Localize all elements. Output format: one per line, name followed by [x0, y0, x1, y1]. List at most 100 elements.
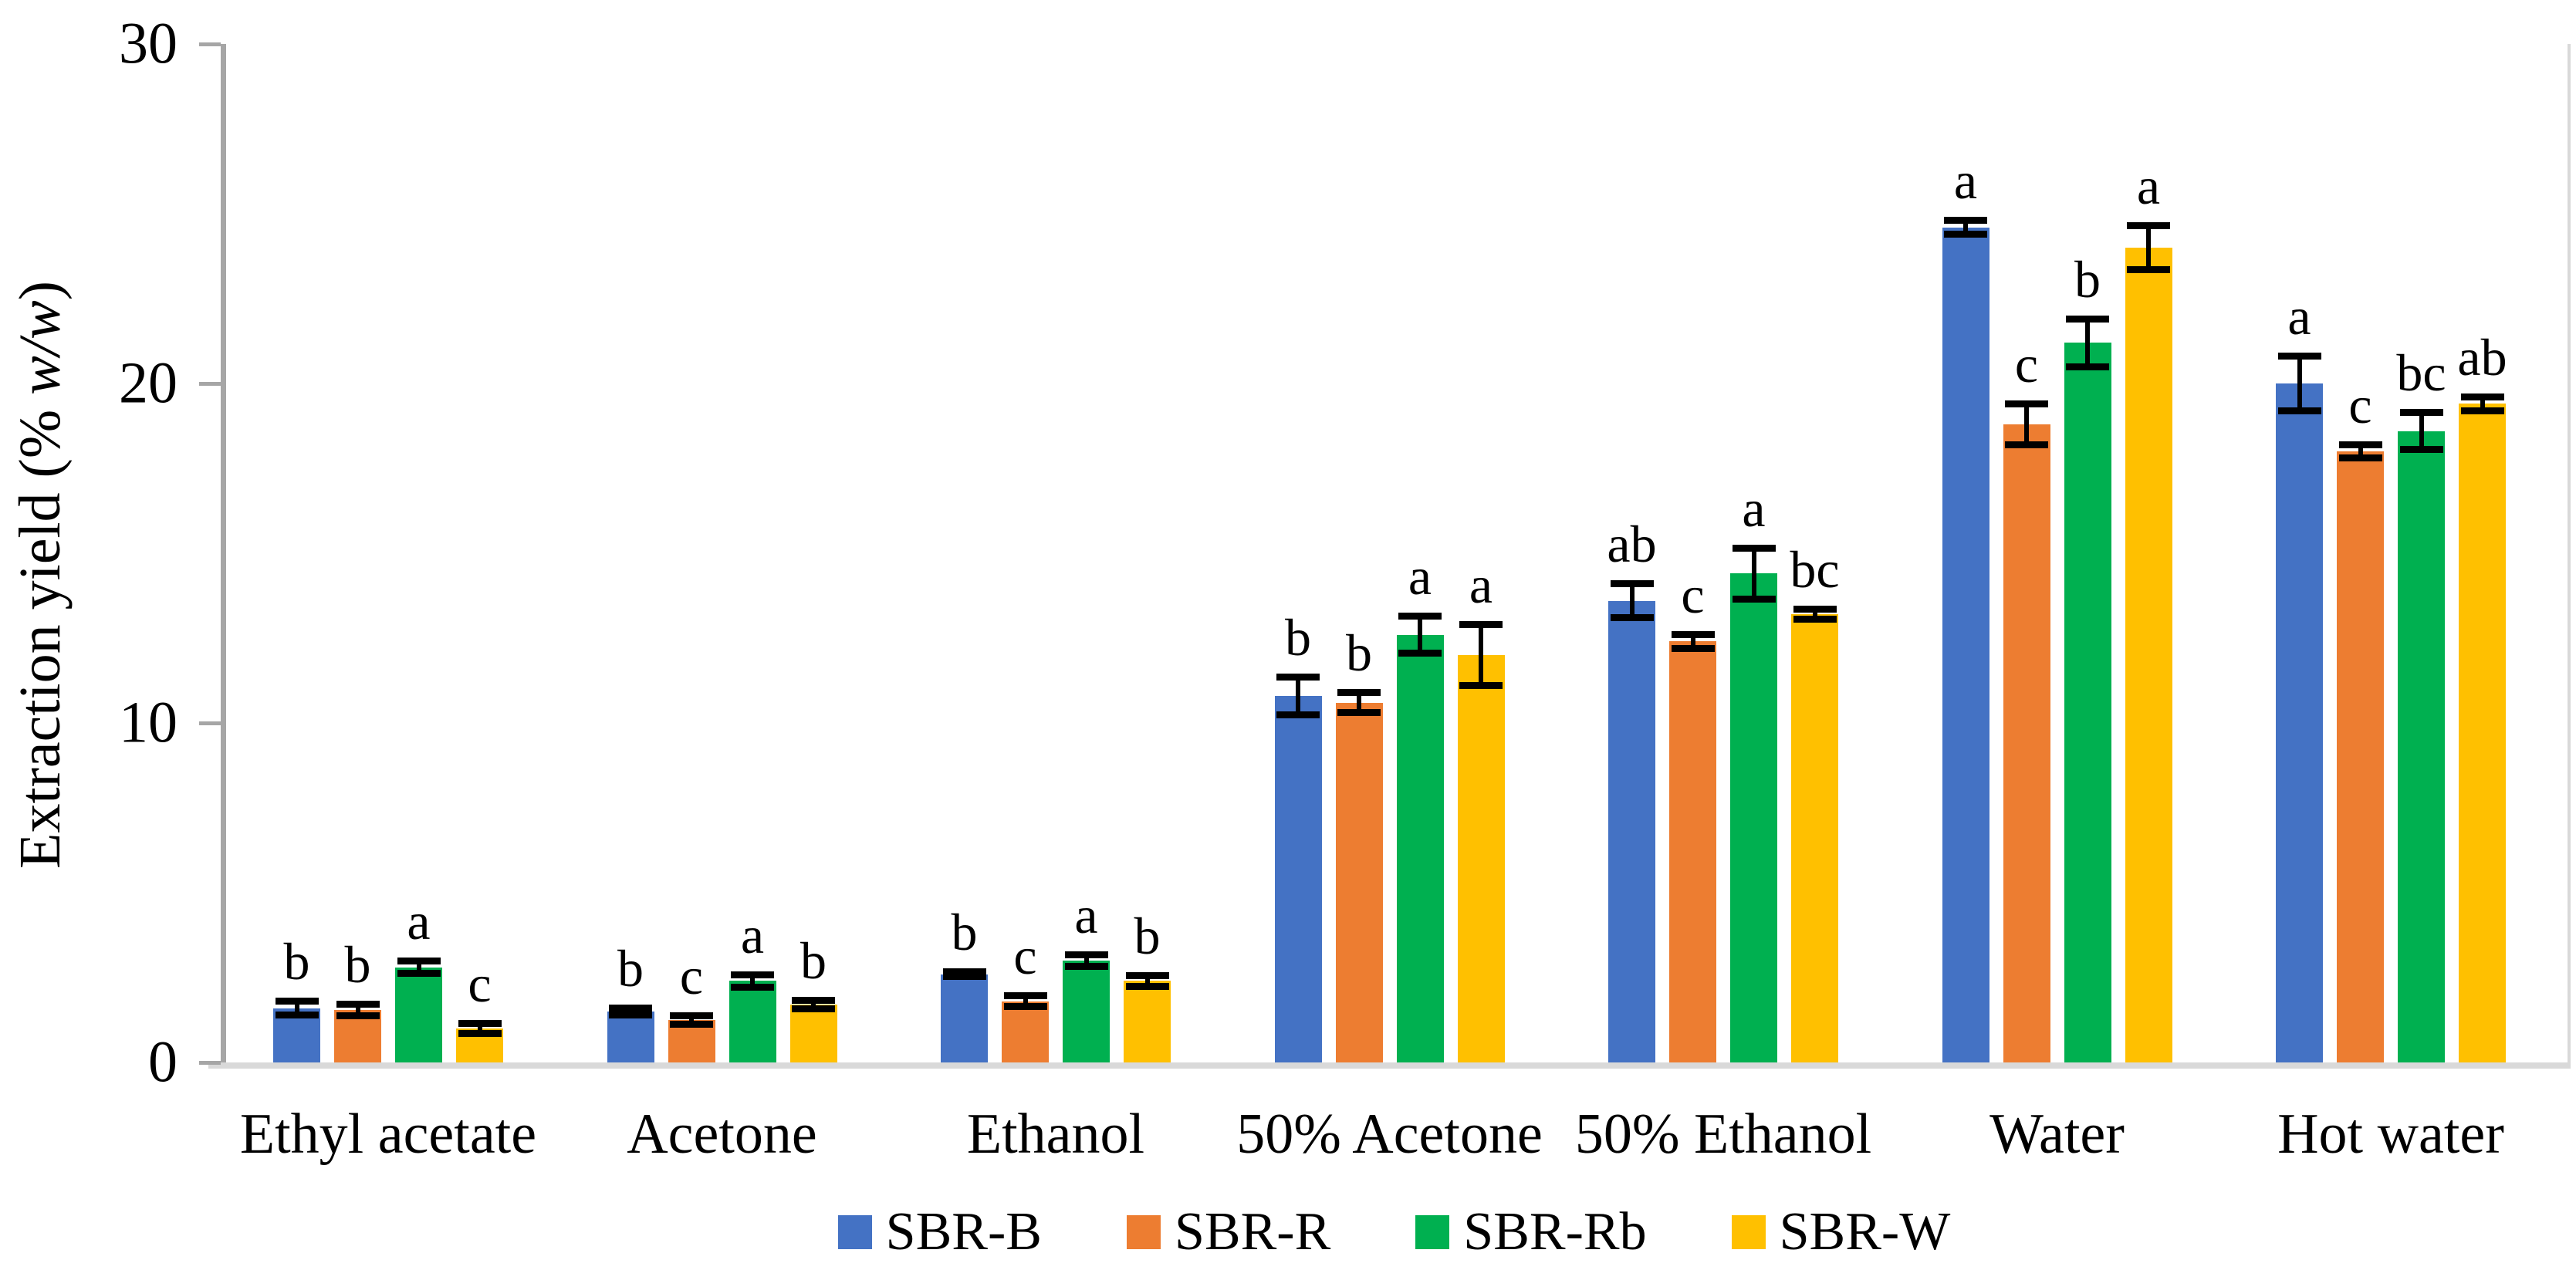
error-bar-stem — [1812, 609, 1817, 620]
error-bar-stem — [1023, 995, 1028, 1007]
bar-sbr-rb-acetone — [729, 981, 776, 1062]
sig-letter-sbr-rb-water: b — [2074, 249, 2101, 309]
error-bar-cap-bottom — [731, 983, 774, 991]
bar-sbr-w-hot-water — [2459, 404, 2506, 1062]
sig-letter-sbr-b-water: a — [1953, 151, 1978, 211]
bar-sbr-w-acetone — [789, 1005, 837, 1062]
error-bar-stem — [294, 1001, 299, 1015]
y-tick-mark — [199, 1060, 221, 1065]
error-bar-cap-top — [1944, 217, 1987, 225]
error-bar-cap-bottom — [397, 970, 441, 978]
legend-item-sbr-r: SBR-R — [1126, 1202, 1331, 1262]
error-bar-cap-bottom — [792, 1005, 835, 1012]
bar-sbr-rb-ethanol — [1063, 961, 1110, 1062]
error-bar-cap-bottom — [2066, 363, 2109, 370]
error-bar-cap-bottom — [2005, 441, 2048, 448]
sig-letter-sbr-w-50-ethanol: bc — [1790, 540, 1840, 600]
legend-swatch-sbr-b — [837, 1215, 872, 1249]
error-bar-cap-bottom — [1459, 682, 1503, 690]
error-bar-cap-top — [731, 971, 774, 978]
error-bar-cap-top — [2399, 408, 2443, 416]
error-bar-cap-bottom — [2399, 446, 2443, 454]
error-bar-stem — [1418, 616, 1422, 654]
error-bar-cap-top — [1003, 992, 1047, 1000]
error-bar-cap-top — [609, 1005, 652, 1012]
error-bar-cap-bottom — [336, 1012, 380, 1019]
error-bar-cap-top — [1064, 951, 1108, 959]
x-category-label-ethyl-acetate: Ethyl acetate — [239, 1103, 537, 1166]
bar-sbr-b-50-acetone — [1274, 695, 1322, 1062]
error-bar-stem — [477, 1023, 482, 1034]
bar-sbr-b-ethanol — [941, 974, 988, 1062]
error-bar-cap-bottom — [1944, 230, 1987, 238]
error-bar-cap-bottom — [609, 1011, 652, 1018]
legend-item-sbr-b: SBR-B — [837, 1205, 1042, 1259]
sig-letter-sbr-w-ethanol: b — [1134, 906, 1161, 965]
error-bar-cap-top — [275, 998, 319, 1005]
error-bar-stem — [811, 1000, 816, 1009]
error-bar-stem — [1479, 624, 1483, 686]
plot-right-border — [2568, 44, 2571, 1069]
legend-swatch-sbr-rb — [1415, 1215, 1450, 1249]
x-category-label-50-acetone: 50% Acetone — [1236, 1103, 1543, 1166]
error-bar-cap-top — [1610, 580, 1654, 588]
y-tick-mark — [199, 42, 221, 46]
sig-letter-sbr-r-water: c — [2014, 334, 2039, 393]
y-tick-mark — [199, 381, 221, 386]
y-axis-title: Extraction yield (% w/w) — [7, 66, 92, 1084]
bar-sbr-w-50-ethanol — [1791, 614, 1838, 1062]
error-bar-cap-top — [1337, 688, 1381, 696]
x-category-label-ethanol: Ethanol — [966, 1103, 1145, 1166]
legend-label-sbr-r: SBR-R — [1174, 1202, 1331, 1262]
x-category-label-acetone: Acetone — [627, 1103, 817, 1166]
error-bar-cap-bottom — [2338, 454, 2382, 462]
sig-letter-sbr-w-50-acetone: a — [1469, 555, 1493, 614]
sig-letter-sbr-rb-acetone: a — [740, 905, 765, 964]
sig-letter-sbr-r-ethanol: c — [1013, 927, 1037, 986]
bar-sbr-rb-50-acetone — [1396, 634, 1444, 1062]
sig-letter-sbr-rb-hot-water: bc — [2396, 343, 2446, 402]
error-bar-cap-top — [1793, 606, 1837, 613]
sig-letter-sbr-rb-ethyl-acetate: a — [407, 892, 431, 951]
error-bar-cap-top — [2338, 441, 2382, 448]
error-bar-cap-bottom — [1064, 962, 1108, 970]
error-bar-cap-bottom — [1732, 595, 1776, 603]
error-bar-cap-bottom — [670, 1020, 713, 1028]
error-bar-cap-top — [942, 968, 986, 976]
error-bar-stem — [2419, 412, 2424, 450]
error-bar-cap-top — [1459, 620, 1503, 628]
bar-sbr-r-water — [2003, 424, 2050, 1062]
error-bar-cap-bottom — [1398, 650, 1442, 657]
legend-swatch-sbr-r — [1126, 1215, 1161, 1249]
error-bar-cap-top — [670, 1012, 713, 1020]
error-bar-cap-top — [1125, 971, 1169, 979]
bar-sbr-r-hot-water — [2337, 451, 2384, 1062]
error-bar-cap-top — [1732, 544, 1776, 552]
error-bar-stem — [2297, 356, 2302, 411]
legend-item-sbr-w: SBR-W — [1731, 1202, 1951, 1262]
error-bar-cap-top — [2277, 353, 2321, 360]
sig-letter-sbr-r-50-ethanol: c — [1681, 566, 1705, 625]
bar-sbr-r-50-ethanol — [1669, 641, 1716, 1062]
legend-swatch-sbr-w — [1731, 1215, 1766, 1249]
error-bar-stem — [1751, 548, 1756, 600]
error-bar-cap-bottom — [1671, 644, 1715, 652]
legend-label-sbr-w: SBR-W — [1779, 1202, 1951, 1262]
error-bar-stem — [2358, 444, 2363, 458]
error-bar-cap-bottom — [1337, 709, 1381, 717]
error-bar-cap-top — [458, 1019, 502, 1027]
sig-letter-sbr-b-acetone: b — [617, 939, 644, 998]
sig-letter-sbr-w-hot-water: ab — [2457, 328, 2507, 387]
legend-label-sbr-rb: SBR-Rb — [1463, 1202, 1647, 1262]
error-bar-cap-top — [1276, 674, 1320, 681]
bar-sbr-b-water — [1942, 227, 1989, 1062]
error-bar-stem — [1083, 954, 1089, 967]
y-axis-line — [221, 44, 226, 1069]
error-bar-cap-bottom — [1125, 982, 1169, 990]
error-bar-cap-top — [397, 958, 441, 965]
error-bar-cap-bottom — [2460, 407, 2504, 414]
error-bar-stem — [750, 974, 755, 988]
y-tick-label: 30 — [119, 11, 177, 76]
error-bar-cap-top — [2127, 221, 2170, 229]
